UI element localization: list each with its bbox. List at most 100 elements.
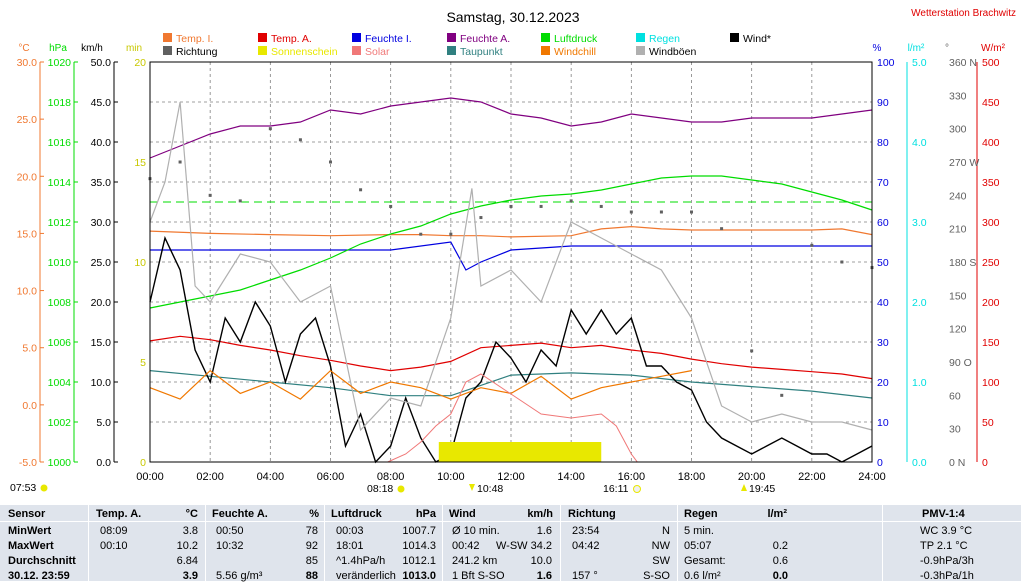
table-cell: 1007.7 [402,525,436,537]
deg-tick-label: 180 S [949,257,976,269]
axis-unit-lm2: l/m² [908,43,925,54]
series-line-temp-i- [149,225,873,238]
direction-point [329,160,332,164]
deg-tick-label: 240 [949,190,967,202]
deg-tick-label: 270 W [949,157,979,169]
lm2-tick-label: 1.0 [912,377,927,389]
min-tick-label: 10 [134,257,146,269]
series-line-windchill [149,369,692,400]
table-cell: 157 ° [572,570,598,582]
temp-tick-label: 15.0 [17,228,38,240]
pct-tick-label: 90 [877,97,889,109]
legend-swatch [258,46,267,55]
table-cell: 3.8 [182,525,198,537]
direction-point [720,227,724,231]
wm2-tick-label: 350 [982,177,1000,189]
table-header: Sensor [8,508,46,520]
kmh-tick-label: 40.0 [91,137,112,149]
table-cell: 78 [305,525,318,537]
table-cell: 08:09 [100,525,128,537]
table-cell: 85 [305,555,318,567]
annotations: 07:53 08:18 10:48 16:11 19:45 [10,482,775,495]
legend-label: Windböen [649,46,696,58]
series-line-feuchte-i- [150,241,872,271]
legend-label: Regen [649,33,680,45]
table-cell: 1.6 [536,525,552,537]
wm2-tick-label: 450 [982,97,1000,109]
table-cell: 0.2 [772,540,788,552]
legend-label: Wind* [743,33,771,45]
legend-swatch [447,33,456,42]
direction-point [268,127,272,131]
hpa-tick-label: 1002 [48,417,72,429]
lm2-tick-label: 5.0 [912,57,927,69]
table-header: Wind [449,508,476,520]
table-header: Luftdruck [331,508,382,520]
kmh-tick-label: 50.0 [91,57,112,69]
kmh-tick-label: 30.0 [91,217,112,229]
table-cell: 23:54 [572,525,600,537]
table-cell: -0.3hPa/1h [920,570,974,582]
direction-point [629,210,633,214]
direction-point [750,349,754,353]
table-cell: 1012.1 [402,555,436,567]
table-cell: 10.2 [176,540,198,552]
direction-point [569,199,573,203]
temp-tick-label: 25.0 [17,114,38,126]
temp-tick-label: 30.0 [17,57,38,69]
direction-point [419,232,423,236]
table-header: Feuchte A. [212,508,268,520]
pct-tick-label: 100 [877,57,895,69]
legend-label: Temp. I. [176,33,213,45]
series-line-wind- [149,235,873,464]
table-cell: 1.6 [536,570,552,582]
wm2-tick-label: 250 [982,257,1000,269]
legend-swatch [352,46,361,55]
min-tick-label: 20 [134,57,146,69]
direction-point [509,204,513,208]
deg-tick-label: 150 [949,290,967,302]
kmh-tick-label: 25.0 [91,257,112,269]
table-cell: S-SO [643,570,670,582]
axes: °C hPa km/h min% l/m² ° W/m² 30.0 25.0 20.0 15.0 10… [17,43,1006,483]
deg-tick-label: 300 [949,124,967,136]
series-line-luftdruck [149,175,873,309]
evening-arrow-icon [741,484,747,491]
table-header: Richtung [568,508,616,520]
sunrise-label: 08:18 [367,483,393,495]
table-cell: 0.6 [772,555,788,567]
wm2-tick-label: 100 [982,377,1000,389]
direction-point [840,260,844,264]
wm2-tick-label: 500 [982,57,1000,69]
kmh-tick-label: 20.0 [91,297,112,309]
legend-label: Sonnenschein [271,46,338,58]
min-tick-label: 0 [140,457,146,469]
table-cell: 30.12. 23:59 [8,570,70,582]
max-wind-time: 10:48 [477,483,503,495]
x-tick-label: 24:00 [858,471,886,483]
hpa-tick-label: 1004 [48,377,72,389]
deg-tick-label: 330 [949,90,967,102]
table-column-separator [324,505,325,581]
table-cell: 5 min. [684,525,714,537]
pct-tick-label: 70 [877,177,889,189]
legend-label: Windchill [554,46,596,58]
sunset-label: 16:11 [603,483,629,495]
lm2-tick-label: 2.0 [912,297,927,309]
table-cell: 05:07 [684,540,712,552]
deg-tick-label: 360 N [949,57,977,69]
pct-tick-label: 10 [877,417,889,429]
sunshine-bar [438,442,602,462]
direction-point [599,204,603,208]
legend-swatch [636,46,645,55]
pct-tick-label: 80 [877,137,889,149]
hpa-tick-label: 1010 [48,257,72,269]
series-line-feuchte-a- [149,97,873,159]
table-cell: Gesamt: [684,555,726,567]
table-column-separator [205,505,206,581]
table-cell: Ø 10 min. [452,525,500,537]
table-cell: 6.84 [176,555,198,567]
temp-tick-label: 5.0 [22,343,37,355]
deg-tick-label: 60 [949,390,961,402]
x-tick-label: 16:00 [618,471,646,483]
